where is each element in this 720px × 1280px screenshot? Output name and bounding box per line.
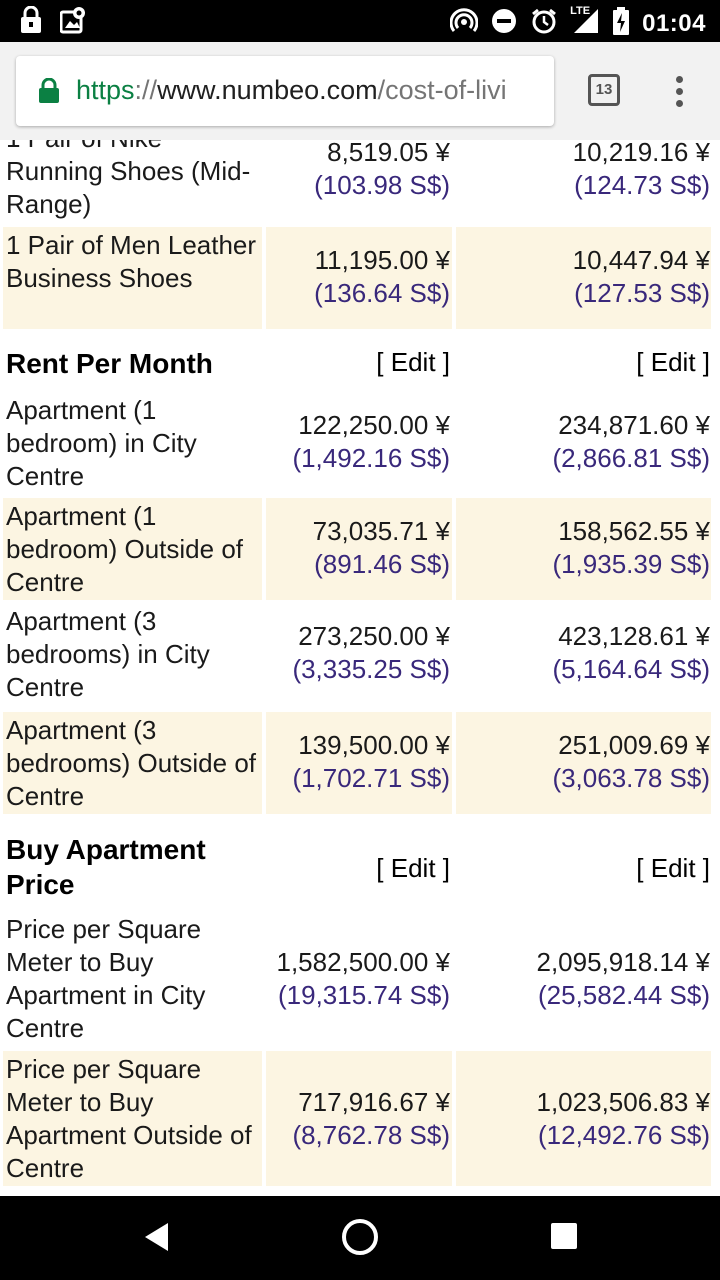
- system-navigation-bar: [0, 1196, 720, 1280]
- table-row: Apartment (3 bedrooms) Outside of Centre…: [0, 712, 720, 814]
- cost-of-living-table: 1 Pair of Nike Running Shoes (Mid-Range)…: [0, 140, 720, 1196]
- city2-sgd-value: (5,164.64 S$): [552, 654, 710, 684]
- city1-yen-value: 122,250.00 ¥: [298, 410, 450, 440]
- city1-price: 139,500.00 ¥ (1,702.71 S$): [264, 729, 450, 831]
- recents-icon[interactable]: [549, 1221, 579, 1256]
- city2-price: 251,009.69 ¥ (3,063.78 S$): [454, 729, 710, 831]
- city2-sgd-value: (25,582.44 S$): [537, 980, 710, 1010]
- browser-toolbar: https://www.numbeo.com/cost-of-livi 13: [0, 42, 720, 140]
- city2-price: 423,128.61 ¥ (5,164.64 S$): [454, 620, 710, 722]
- item-label: Apartment (3 bedrooms) Outside of Centre: [6, 715, 257, 811]
- item-label: Apartment (1 bedroom) Outside of Centre: [6, 501, 244, 597]
- back-icon[interactable]: [140, 1220, 174, 1259]
- network-type-label: LTE: [570, 5, 591, 17]
- url-host: www.numbeo.com: [157, 75, 378, 105]
- city2-price: 10,219.16 ¥ (124.73 S$): [454, 140, 710, 224]
- city1-price: 8,519.05 ¥ (103.98 S$): [264, 140, 450, 224]
- city1-yen-value: 8,519.05 ¥: [327, 140, 450, 167]
- item-label: 1 Pair of Nike Running Shoes (Mid-Range): [6, 140, 251, 219]
- photo-icon: [59, 6, 86, 39]
- secure-lock-icon[interactable]: [38, 77, 60, 109]
- city1-sgd-value: (1,492.16 S$): [292, 443, 450, 473]
- url-scheme: https: [76, 75, 135, 105]
- city2-yen-value: 234,871.60 ¥: [558, 410, 710, 440]
- alarm-icon: [530, 7, 558, 40]
- home-icon[interactable]: [340, 1217, 380, 1262]
- section-header-rent: Rent Per Month [ Edit ] [ Edit ]: [0, 346, 720, 390]
- city2-yen-value: 158,562.55 ¥: [558, 516, 710, 546]
- table-row: Apartment (3 bedrooms) in City Centre 27…: [0, 605, 720, 707]
- city2-sgd-value: (127.53 S$): [574, 278, 710, 308]
- city1-yen-value: 73,035.71 ¥: [312, 516, 450, 546]
- table-row: Price per Square Meter to Buy Apartment …: [0, 1051, 720, 1186]
- city2-price: 158,562.55 ¥ (1,935.39 S$): [454, 515, 710, 617]
- table-row: Price per Square Meter to Buy Apartment …: [0, 913, 720, 1047]
- item-label: Apartment (3 bedrooms) in City Centre: [6, 606, 210, 702]
- city1-sgd-value: (1,702.71 S$): [292, 763, 450, 793]
- lock-icon: [20, 5, 42, 39]
- table-row: Apartment (1 bedroom) in City Centre 122…: [0, 394, 720, 496]
- city1-sgd-value: (891.46 S$): [314, 549, 450, 579]
- city2-sgd-value: (124.73 S$): [574, 170, 710, 200]
- table-row: Apartment (1 bedroom) Outside of Centre …: [0, 498, 720, 600]
- edit-link[interactable]: [ Edit ]: [376, 853, 450, 883]
- url-separator: ://: [134, 75, 158, 105]
- city2-yen-value: 2,095,918.14 ¥: [536, 947, 711, 977]
- item-label: Price per Square Meter to Buy Apartment …: [6, 1054, 252, 1183]
- table-row: 1 Pair of Nike Running Shoes (Mid-Range)…: [0, 140, 720, 224]
- city2-price: 1,023,506.83 ¥ (12,492.76 S$): [454, 1086, 711, 1196]
- city2-sgd-value: (3,063.78 S$): [552, 763, 710, 793]
- url-text[interactable]: https://www.numbeo.com/cost-of-livi: [76, 75, 507, 106]
- item-label: Apartment (1 bedroom) in City Centre: [6, 395, 197, 491]
- city2-sgd-value: (2,866.81 S$): [552, 443, 710, 473]
- city1-price: 73,035.71 ¥ (891.46 S$): [264, 515, 450, 617]
- edit-link[interactable]: [ Edit ]: [376, 347, 450, 377]
- city1-yen-value: 273,250.00 ¥: [298, 621, 450, 651]
- do-not-disturb-icon: [490, 7, 518, 40]
- clock: 01:04: [642, 9, 706, 37]
- city1-price: 717,916.67 ¥ (8,762.78 S$): [264, 1086, 450, 1196]
- address-bar[interactable]: https://www.numbeo.com/cost-of-livi: [16, 56, 554, 126]
- city1-sgd-value: (103.98 S$): [314, 170, 450, 200]
- section-header-buy-apartment: Buy Apartment Price [ Edit ] [ Edit ]: [0, 832, 720, 908]
- city2-sgd-value: (12,492.76 S$): [537, 1120, 710, 1150]
- city2-yen-value: 251,009.69 ¥: [558, 730, 710, 760]
- city1-yen-value: 1,582,500.00 ¥: [276, 947, 451, 977]
- hotspot-icon: [449, 7, 479, 40]
- battery-charging-icon: [612, 6, 630, 41]
- city2-price: 234,871.60 ¥ (2,866.81 S$): [454, 409, 710, 511]
- city2-sgd-value: (1,935.39 S$): [552, 549, 710, 579]
- overflow-menu-icon[interactable]: [672, 76, 686, 107]
- city2-price: 10,447.94 ¥ (127.53 S$): [454, 244, 710, 346]
- city1-yen-value: 11,195.00 ¥: [314, 245, 450, 275]
- city1-sgd-value: (19,315.74 S$): [277, 980, 450, 1010]
- item-label: 1 Pair of Men Leather Business Shoes: [6, 230, 257, 293]
- edit-link[interactable]: [ Edit ]: [636, 347, 710, 377]
- url-path: /cost-of-livi: [377, 75, 507, 105]
- status-bar: LTE 01:04: [0, 0, 720, 42]
- section-title: Rent Per Month: [6, 348, 213, 379]
- city1-price: 1,582,500.00 ¥ (19,315.74 S$): [254, 946, 451, 1080]
- city1-yen-value: 717,916.67 ¥: [298, 1087, 450, 1117]
- city2-yen-value: 1,023,506.83 ¥: [536, 1087, 711, 1117]
- city1-sgd-value: (3,335.25 S$): [292, 654, 450, 684]
- section-title: Buy Apartment Price: [6, 834, 206, 900]
- city2-yen-value: 10,219.16 ¥: [572, 140, 710, 167]
- city1-sgd-value: (136.64 S$): [314, 278, 450, 308]
- city1-yen-value: 139,500.00 ¥: [298, 730, 450, 760]
- city1-price: 273,250.00 ¥ (3,335.25 S$): [264, 620, 450, 722]
- tab-switcher-button[interactable]: 13: [588, 74, 620, 106]
- city1-price: 11,195.00 ¥ (136.64 S$): [264, 244, 450, 346]
- city2-price: 2,095,918.14 ¥ (25,582.44 S$): [454, 946, 711, 1080]
- city2-yen-value: 10,447.94 ¥: [572, 245, 710, 275]
- table-row: 1 Pair of Men Leather Business Shoes 11,…: [0, 227, 720, 329]
- city2-yen-value: 423,128.61 ¥: [558, 621, 710, 651]
- city1-price: 122,250.00 ¥ (1,492.16 S$): [264, 409, 450, 511]
- city1-sgd-value: (8,762.78 S$): [292, 1120, 450, 1150]
- edit-link[interactable]: [ Edit ]: [636, 853, 710, 883]
- lte-signal-icon: LTE: [570, 5, 600, 40]
- item-label: Price per Square Meter to Buy Apartment …: [6, 914, 206, 1043]
